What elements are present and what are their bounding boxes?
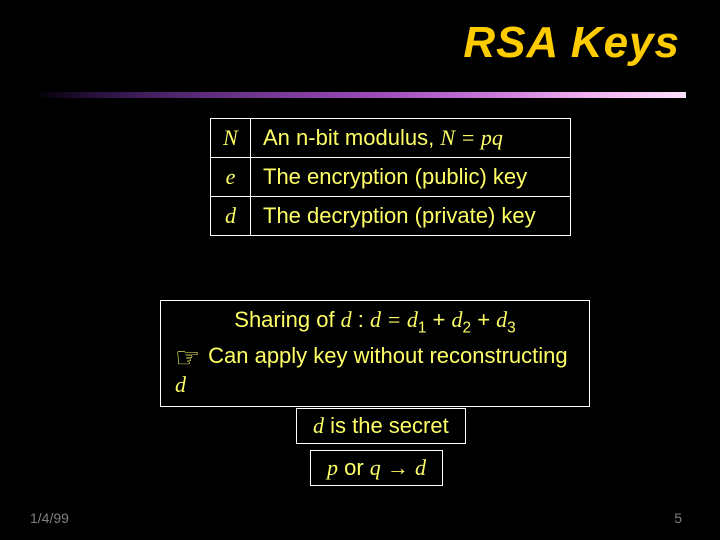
var-d: d (313, 413, 324, 438)
desc-cell: An n-bit modulus, N = pq (251, 119, 571, 158)
sharing-formula: Sharing of d : d = d1 + d2 + d3 (175, 307, 575, 337)
text: or (338, 455, 370, 480)
rsa-keys-table: N An n-bit modulus, N = pq e The encrypt… (210, 118, 571, 236)
table-row: e The encryption (public) key (211, 158, 571, 197)
var: d = d (370, 307, 418, 332)
text: + (471, 307, 496, 332)
desc-formula: N = pq (440, 125, 503, 150)
symbol-cell: d (211, 197, 251, 236)
desc-text: The encryption (public) key (263, 164, 527, 189)
footer-date: 1/4/99 (30, 510, 69, 526)
var-p: p (327, 455, 338, 480)
footer-page-number: 5 (674, 510, 682, 526)
pointing-hand-icon: ☞ (175, 344, 200, 372)
pq-implies-d-box: p or q → d (310, 450, 443, 486)
desc-text: An n-bit modulus, (263, 125, 440, 150)
var-d: d (415, 455, 426, 480)
secret-box: d is the secret (296, 408, 466, 444)
desc-cell: The encryption (public) key (251, 158, 571, 197)
text: + (426, 307, 451, 332)
text: Sharing of (234, 307, 340, 332)
slide: RSA Keys N An n-bit modulus, N = pq e Th… (0, 0, 720, 540)
sub: 3 (507, 319, 516, 336)
desc-cell: The decryption (private) key (251, 197, 571, 236)
desc-text: The decryption (private) key (263, 203, 536, 228)
text: : (352, 307, 370, 332)
var: d (452, 307, 463, 332)
var-d: d (175, 372, 186, 397)
var: d (496, 307, 507, 332)
sub: 2 (463, 319, 472, 336)
var-d: d (341, 307, 352, 332)
var-q: q (370, 455, 381, 480)
sharing-note: ☞ Can apply key without reconstructing d (175, 343, 575, 397)
text: is the secret (324, 413, 449, 438)
table-row: d The decryption (private) key (211, 197, 571, 236)
symbol-cell: e (211, 158, 251, 197)
table-row: N An n-bit modulus, N = pq (211, 119, 571, 158)
arrow-icon: → (381, 455, 415, 480)
title-underline (34, 92, 686, 98)
sharing-box: Sharing of d : d = d1 + d2 + d3 ☞ Can app… (160, 300, 590, 407)
symbol-cell: N (211, 119, 251, 158)
slide-title: RSA Keys (463, 18, 680, 68)
text: Can apply key without reconstructing (208, 343, 568, 368)
